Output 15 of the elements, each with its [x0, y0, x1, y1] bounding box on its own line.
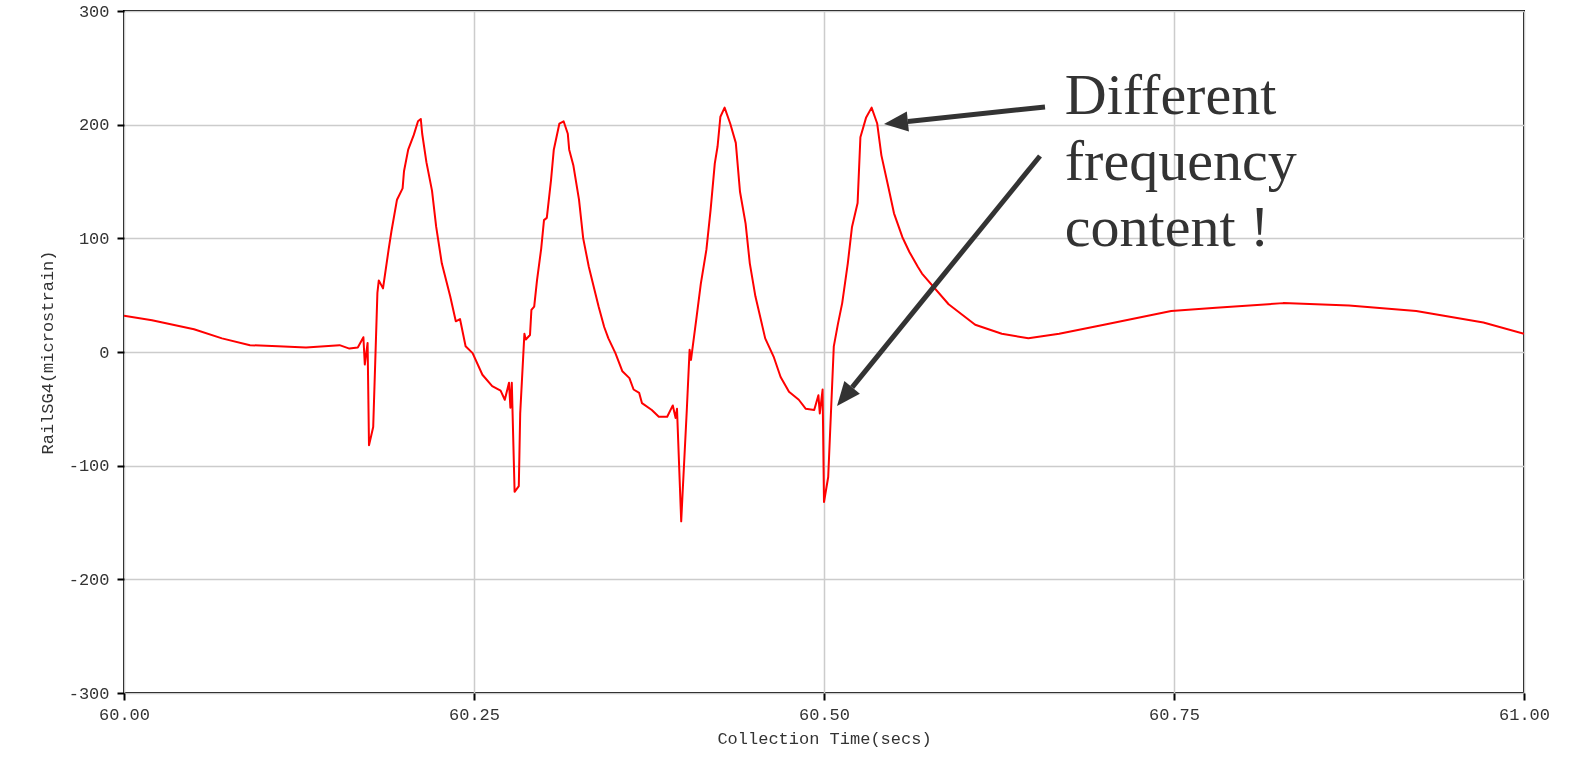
- x-tick-label: 60.50: [798, 705, 851, 725]
- y-tick-label: -200: [68, 570, 110, 590]
- x-tick-label: 60.00: [98, 705, 151, 725]
- y-tick-label: -100: [68, 457, 110, 477]
- y-tick-label: 200: [78, 116, 110, 136]
- x-tick-label: 60.25: [448, 705, 501, 725]
- annotation: Different frequency content !: [1064, 61, 1297, 259]
- y-tick-label: 300: [78, 2, 110, 22]
- y-axis-title: RailSG4(microstrain): [38, 250, 58, 455]
- x-axis-title: Collection Time(secs): [717, 729, 932, 749]
- y-tick-label: 100: [78, 229, 110, 249]
- x-tick-label: 61.00: [1498, 705, 1551, 725]
- y-tick-label: -300: [68, 684, 110, 704]
- x-tick-label: 60.75: [1148, 705, 1201, 725]
- y-tick-label: 0: [99, 343, 110, 363]
